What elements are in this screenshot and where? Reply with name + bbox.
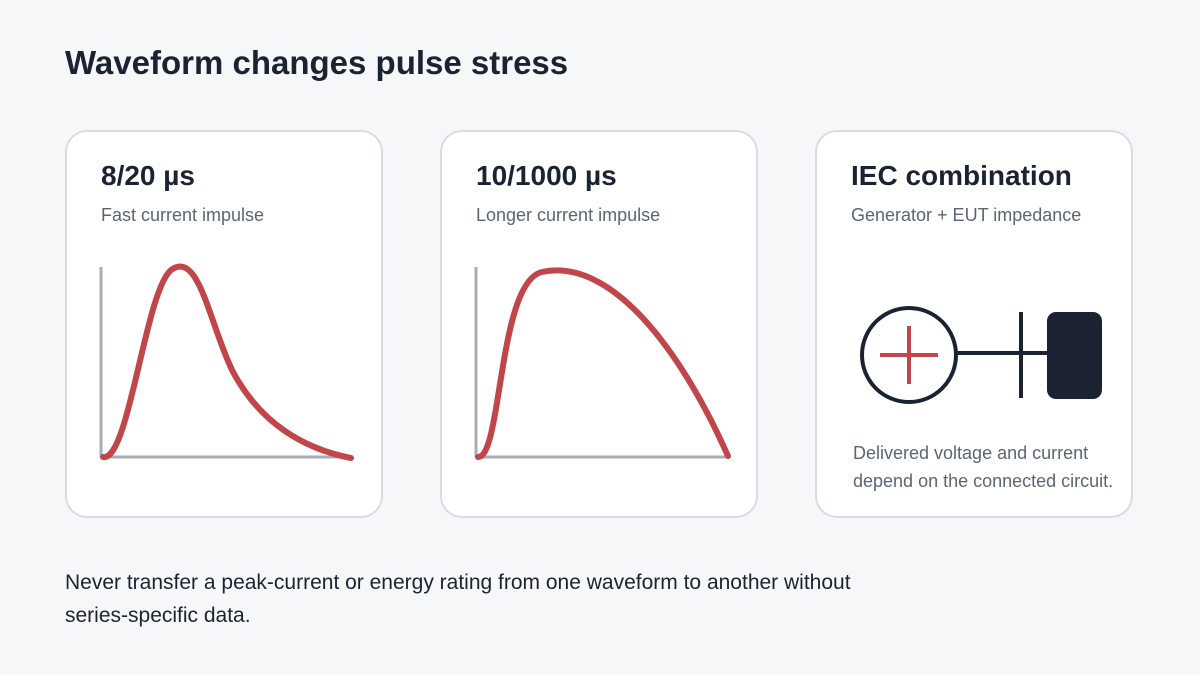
card-title: IEC combination [851,160,1072,191]
voltage-source-icon [860,306,958,404]
card-title: 8/20 µs [101,160,195,191]
card-title: 10/1000 µs [476,160,617,191]
waveform-10-1000-plot [474,267,731,461]
eut-block-icon [1047,312,1102,399]
card-10-1000-waveform: 10/1000 µs Longer current impulse [440,130,758,518]
card-subtitle: Longer current impulse [476,205,661,225]
footnote: Never transfer a peak-current or energy … [65,571,851,627]
card-subtitle: Generator + EUT impedance [851,205,1082,225]
impulse-curve [475,267,731,461]
waveform-8-20-plot [99,263,354,461]
card-subtitle: Fast current impulse [101,205,265,225]
page-title: Waveform changes pulse stress [65,44,569,81]
card-note: Delivered voltage and current depend on … [853,443,1114,491]
impulse-curve [100,263,354,461]
combination-circuit-diagram [860,306,1102,404]
card-8-20-waveform: 8/20 µs Fast current impulse [65,130,383,518]
card-iec-combination: IEC combination Generator + EUT impedanc… [815,130,1133,518]
